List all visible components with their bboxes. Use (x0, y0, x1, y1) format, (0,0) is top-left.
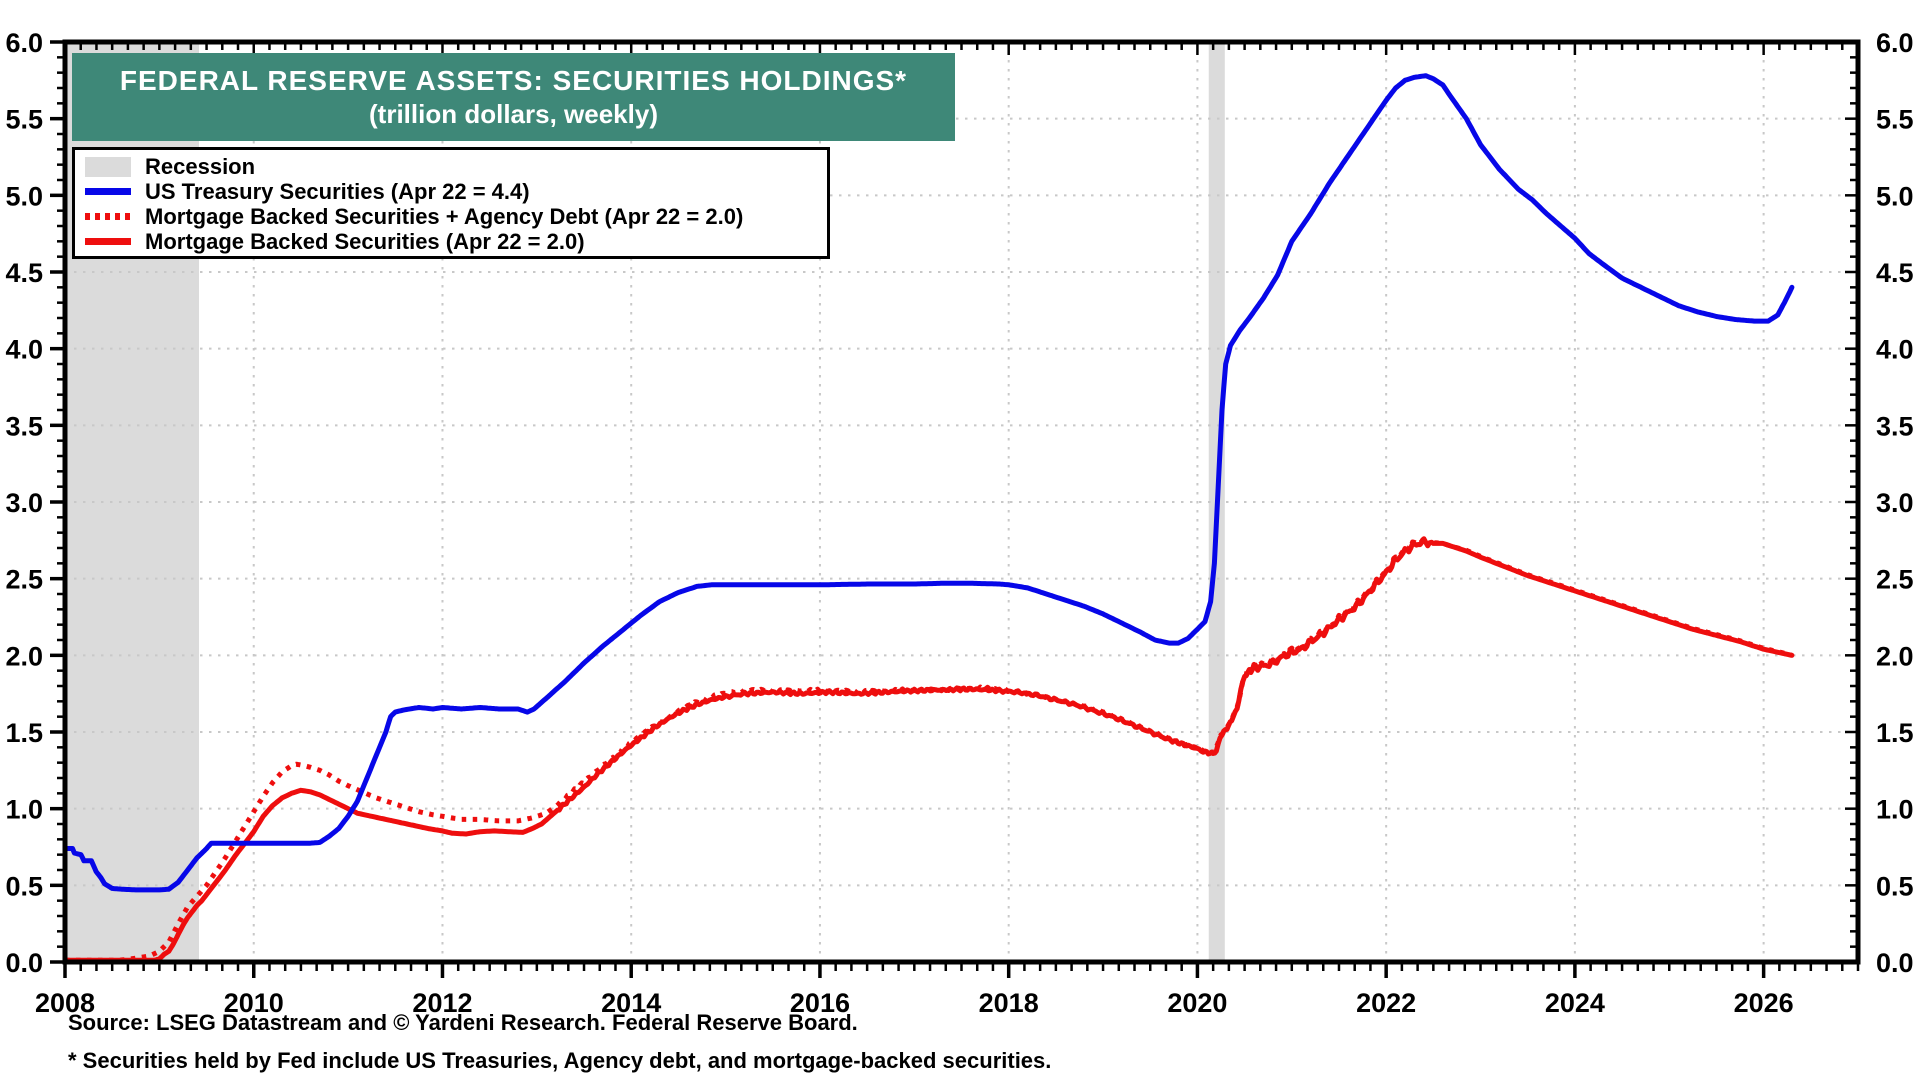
y-tick-label-right: 0.0 (1876, 948, 1914, 978)
y-tick-label-right: 2.0 (1876, 641, 1914, 671)
y-tick-label-right: 1.0 (1876, 795, 1914, 825)
red-dotted-line-swatch-icon (85, 213, 131, 220)
chart-legend: Recession US Treasury Securities (Apr 22… (72, 147, 830, 259)
x-tick-label: 2016 (790, 988, 850, 1018)
y-tick-label-right: 0.5 (1876, 871, 1914, 901)
y-tick-label-left: 5.5 (5, 105, 43, 135)
y-tick-label-right: 4.5 (1876, 258, 1914, 288)
y-tick-label-left: 1.5 (5, 718, 43, 748)
y-tick-label-left: 2.0 (5, 641, 43, 671)
legend-item-mbs: Mortgage Backed Securities (Apr 22 = 2.0… (85, 229, 819, 254)
series-mbs-line (65, 536, 1795, 962)
legend-label: Mortgage Backed Securities (Apr 22 = 2.0… (145, 228, 585, 254)
x-axis-labels: 2008 2010 2012 2014 2016 2018 2020 2022 2024 2026 (35, 988, 1794, 1018)
x-tick-label: 2026 (1734, 988, 1794, 1018)
x-tick-label: 2012 (412, 988, 472, 1018)
y-tick-label-left: 0.5 (5, 871, 43, 901)
y-tick-label-right: 3.5 (1876, 411, 1914, 441)
source-line: Source: LSEG Datastream and © Yardeni Re… (68, 1010, 858, 1035)
plot-frame (62, 39, 1861, 965)
y-tick-label-right: 6.0 (1876, 28, 1914, 58)
legend-label: Recession (145, 153, 256, 179)
y-tick-label-left: 0.0 (5, 948, 43, 978)
blue-line-swatch-icon (85, 188, 131, 195)
y-tick-label-right: 4.0 (1876, 335, 1914, 365)
y-axis-labels: 0.0 0.0 0.5 0.5 1.0 1.0 1.5 1.5 2.0 2.0 2.5 2.5 3.0 3… (5, 28, 1913, 978)
source-footnote: Source: LSEG Datastream and © Yardeni Re… (68, 1004, 1051, 1080)
footnote-line: * Securities held by Fed include US Trea… (68, 1048, 1052, 1073)
red-solid-line-swatch-icon (85, 238, 131, 245)
series-treasuries-line (65, 73, 1795, 893)
y-tick-label-left: 6.0 (5, 28, 43, 58)
y-tick-label-right: 3.0 (1876, 488, 1914, 518)
chart-subtitle: (trillion dollars, weekly) (369, 98, 658, 129)
legend-item-treasuries: US Treasury Securities (Apr 22 = 4.4) (85, 179, 819, 204)
y-tick-label-left: 4.5 (5, 258, 43, 288)
legend-item-mbs-agency: Mortgage Backed Securities + Agency Debt… (85, 204, 819, 229)
legend-item-recession: Recession (85, 154, 819, 179)
y-tick-label-right: 1.5 (1876, 718, 1914, 748)
y-tick-label-left: 3.0 (5, 488, 43, 518)
recession-swatch-icon (85, 156, 131, 177)
gridlines (65, 42, 1858, 962)
chart-title: FEDERAL RESERVE ASSETS: SECURITIES HOLDI… (119, 64, 908, 96)
x-tick-label: 2024 (1545, 988, 1605, 1018)
legend-label: Mortgage Backed Securities + Agency Debt… (145, 203, 744, 229)
x-tick-label: 2020 (1167, 988, 1227, 1018)
y-tick-label-left: 3.5 (5, 411, 43, 441)
y-tick-label-left: 4.0 (5, 335, 43, 365)
x-tick-label: 2018 (979, 988, 1039, 1018)
chart-title-banner: FEDERAL RESERVE ASSETS: SECURITIES HOLDI… (72, 53, 955, 141)
y-tick-label-left: 5.0 (5, 181, 43, 211)
y-tick-label-left: 2.5 (5, 565, 43, 595)
y-tick-label-right: 2.5 (1876, 565, 1914, 595)
y-tick-label-right: 5.5 (1876, 105, 1914, 135)
x-tick-label: 2014 (601, 988, 661, 1018)
legend-label: US Treasury Securities (Apr 22 = 4.4) (145, 178, 530, 204)
data-series (65, 73, 1795, 962)
x-tick-label: 2008 (35, 988, 95, 1018)
x-tick-label: 2010 (224, 988, 284, 1018)
series-mbs_agency-line (65, 535, 1793, 962)
y-tick-label-right: 5.0 (1876, 181, 1914, 211)
x-tick-label: 2022 (1356, 988, 1416, 1018)
y-tick-label-left: 1.0 (5, 795, 43, 825)
